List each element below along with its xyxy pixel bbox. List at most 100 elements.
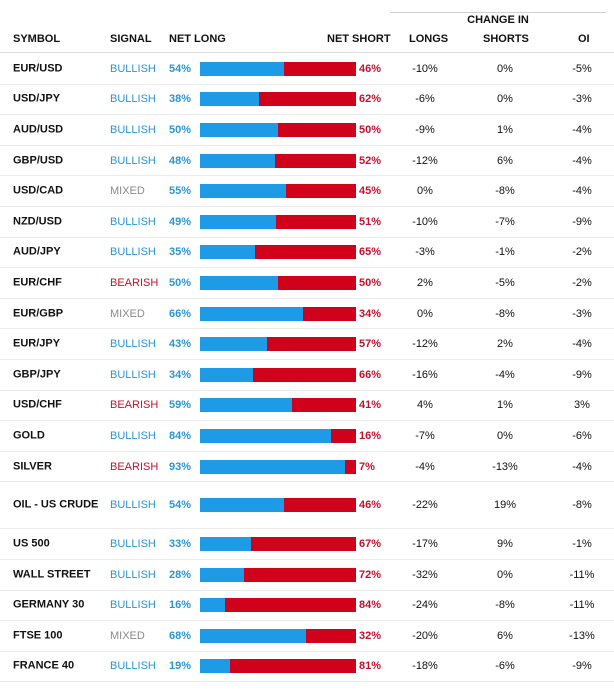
signal-label: BULLISH bbox=[110, 93, 156, 106]
symbol-label[interactable]: OIL - US CRUDE bbox=[13, 498, 99, 511]
symbol-label[interactable]: US 500 bbox=[13, 537, 50, 550]
table-row[interactable]: WALL STREET BULLISH 28% 72% -32% 0% -11% bbox=[0, 560, 614, 591]
col-shorts[interactable]: SHORTS bbox=[483, 33, 529, 45]
change-shorts: -1% bbox=[495, 246, 515, 259]
table-row[interactable]: FRANCE 40 BULLISH 19% 81% -18% -6% -9% bbox=[0, 652, 614, 683]
change-oi: -4% bbox=[572, 460, 592, 473]
change-longs: 0% bbox=[417, 185, 433, 198]
signal-label: MIXED bbox=[110, 629, 145, 642]
table-row[interactable]: EUR/CHF BEARISH 50% 50% 2% -5% -2% bbox=[0, 268, 614, 299]
symbol-label[interactable]: EUR/USD bbox=[13, 62, 63, 75]
col-symbol[interactable]: SYMBOL bbox=[13, 33, 61, 45]
short-bar-segment bbox=[284, 498, 356, 513]
table-row[interactable]: US 500 BULLISH 33% 67% -17% 9% -1% bbox=[0, 529, 614, 560]
net-long-percent: 50% bbox=[169, 123, 192, 136]
table-row[interactable]: USD/CHF BEARISH 59% 41% 4% 1% 3% bbox=[0, 391, 614, 422]
long-bar-segment bbox=[200, 245, 255, 260]
table-row[interactable]: USD/JPY BULLISH 38% 62% -6% 0% -3% bbox=[0, 85, 614, 116]
table-row[interactable]: EUR/GBP MIXED 66% 34% 0% -8% -3% bbox=[0, 299, 614, 330]
symbol-label[interactable]: USD/JPY bbox=[13, 92, 61, 105]
change-longs: -12% bbox=[412, 154, 438, 167]
symbol-label[interactable]: GBP/USD bbox=[13, 154, 64, 167]
signal-label: MIXED bbox=[110, 185, 145, 198]
table-row[interactable]: NZD/USD BULLISH 49% 51% -10% -7% -9% bbox=[0, 207, 614, 238]
table-row[interactable]: FTSE 100 MIXED 68% 32% -20% 6% -13% bbox=[0, 621, 614, 652]
change-shorts: -4% bbox=[495, 368, 515, 381]
net-long-percent: 16% bbox=[169, 599, 192, 612]
symbol-label[interactable]: AUD/JPY bbox=[13, 245, 61, 258]
change-longs: -10% bbox=[412, 215, 438, 228]
symbol-label[interactable]: USD/CHF bbox=[13, 398, 62, 411]
change-longs: 2% bbox=[417, 276, 433, 289]
table-row[interactable]: OIL - US CRUDE BULLISH 54% 46% -22% 19% -8% bbox=[0, 482, 614, 530]
table-row[interactable]: SILVER BEARISH 93% 7% -4% -13% -4% bbox=[0, 452, 614, 483]
col-longs[interactable]: LONGS bbox=[409, 33, 449, 45]
symbol-label[interactable]: EUR/CHF bbox=[13, 276, 62, 289]
net-short-percent: 84% bbox=[359, 599, 382, 612]
table-header: SYMBOL SIGNAL NET LONG NET SHORT LONGS S… bbox=[0, 31, 614, 53]
sentiment-bar bbox=[200, 628, 356, 643]
sentiment-bar bbox=[200, 61, 356, 76]
symbol-label[interactable]: AUD/USD bbox=[13, 123, 64, 136]
change-longs: -18% bbox=[412, 660, 438, 673]
col-oi[interactable]: OI bbox=[578, 33, 590, 45]
signal-label: BEARISH bbox=[110, 399, 159, 412]
change-oi: -13% bbox=[569, 629, 595, 642]
sentiment-bar bbox=[200, 398, 356, 413]
table-row[interactable]: GBP/USD BULLISH 48% 52% -12% 6% -4% bbox=[0, 146, 614, 177]
symbol-label[interactable]: EUR/JPY bbox=[13, 337, 61, 350]
symbol-label[interactable]: FRANCE 40 bbox=[13, 659, 75, 672]
change-shorts: -8% bbox=[495, 599, 515, 612]
long-bar-segment bbox=[200, 537, 252, 552]
table-row[interactable]: EUR/USD BULLISH 54% 46% -10% 0% -5% bbox=[0, 54, 614, 85]
symbol-label[interactable]: EUR/GBP bbox=[13, 307, 64, 320]
long-bar-segment bbox=[200, 459, 346, 474]
signal-label: BEARISH bbox=[110, 460, 159, 473]
net-long-percent: 19% bbox=[169, 660, 192, 673]
change-oi: -1% bbox=[572, 538, 592, 551]
table-row[interactable]: AUD/USD BULLISH 50% 50% -9% 1% -4% bbox=[0, 115, 614, 146]
short-bar-segment bbox=[331, 428, 356, 443]
net-long-percent: 93% bbox=[169, 460, 192, 473]
col-net-short[interactable]: NET SHORT bbox=[327, 33, 391, 45]
change-oi: -4% bbox=[572, 185, 592, 198]
symbol-label[interactable]: USD/CAD bbox=[13, 184, 64, 197]
signal-label: BULLISH bbox=[110, 123, 156, 136]
change-oi: -9% bbox=[572, 368, 592, 381]
long-bar-segment bbox=[200, 628, 307, 643]
symbol-label[interactable]: GERMANY 30 bbox=[13, 598, 85, 611]
net-long-percent: 50% bbox=[169, 276, 192, 289]
symbol-label[interactable]: GOLD bbox=[13, 429, 45, 442]
table-row[interactable]: GOLD BULLISH 84% 16% -7% 0% -6% bbox=[0, 421, 614, 452]
sentiment-bar bbox=[200, 92, 356, 107]
symbol-label[interactable]: SILVER bbox=[13, 460, 52, 473]
net-short-percent: 51% bbox=[359, 215, 382, 228]
signal-label: BULLISH bbox=[110, 246, 156, 259]
table-row[interactable]: GBP/JPY BULLISH 34% 66% -16% -4% -9% bbox=[0, 360, 614, 391]
change-shorts: -8% bbox=[495, 307, 515, 320]
long-bar-segment bbox=[200, 122, 278, 137]
net-short-percent: 66% bbox=[359, 368, 382, 381]
change-longs: -20% bbox=[412, 629, 438, 642]
net-short-percent: 46% bbox=[359, 62, 382, 75]
signal-label: MIXED bbox=[110, 307, 145, 320]
short-bar-segment bbox=[306, 628, 356, 643]
long-bar-segment bbox=[200, 567, 244, 582]
table-row[interactable]: USD/CAD MIXED 55% 45% 0% -8% -4% bbox=[0, 176, 614, 207]
table-row[interactable]: GERMANY 30 BULLISH 16% 84% -24% -8% -11% bbox=[0, 591, 614, 622]
change-longs: -4% bbox=[415, 460, 435, 473]
col-net-long[interactable]: NET LONG bbox=[169, 33, 226, 45]
table-row[interactable]: EUR/JPY BULLISH 43% 57% -12% 2% -4% bbox=[0, 329, 614, 360]
table-row[interactable]: AUD/JPY BULLISH 35% 65% -3% -1% -2% bbox=[0, 238, 614, 269]
symbol-label[interactable]: GBP/JPY bbox=[13, 368, 61, 381]
symbol-label[interactable]: WALL STREET bbox=[13, 568, 91, 581]
symbol-label[interactable]: NZD/USD bbox=[13, 215, 62, 228]
change-oi: -11% bbox=[569, 568, 595, 581]
change-longs: -17% bbox=[412, 538, 438, 551]
net-short-percent: 81% bbox=[359, 660, 382, 673]
change-in-header: CHANGE IN bbox=[390, 12, 606, 28]
long-bar-segment bbox=[200, 275, 278, 290]
col-signal[interactable]: SIGNAL bbox=[110, 33, 152, 45]
symbol-label[interactable]: FTSE 100 bbox=[13, 629, 63, 642]
